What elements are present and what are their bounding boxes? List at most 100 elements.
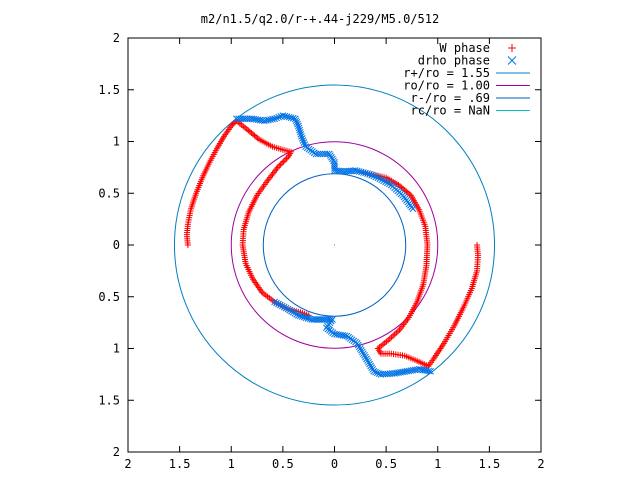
drho-phase-point [275,113,283,121]
w-phase-point [280,158,287,165]
drho-phase-point [275,300,282,308]
drho-phase-point [294,120,301,128]
y-tick-label: 1 [113,342,120,356]
drho-phase-point [298,313,306,320]
x-tick-label: 1 [434,457,441,471]
w-phase-point [229,121,236,128]
drho-phase-point [409,205,417,213]
drho-phase-point [298,132,305,140]
drho-phase-point [378,176,386,184]
chart-title: m2/n1.5/q2.0/r-+.44-j229/M5.0/512 [201,12,439,26]
w-phase-point [285,154,292,161]
drho-phase-point [366,171,373,178]
drho-phase-point [297,130,305,138]
drho-phase-point [291,115,299,123]
x-tick-label: 2 [537,457,544,471]
drho-phase-point [281,112,289,120]
drho-phase-point [323,150,331,158]
data-points-layer [183,112,482,378]
drho-phase-point [285,113,293,121]
drho-phase-point [284,305,292,313]
drho-phase-point [299,137,307,144]
reference-circle [230,141,439,349]
drho-phase-point [377,371,385,378]
drho-phase-point [362,169,369,177]
y-tick-label: 2 [113,445,120,459]
drho-phase-point [368,171,376,179]
drho-phase-point [296,128,304,136]
y-tick-label: 0.5 [98,186,120,200]
drho-phase-point [368,364,376,372]
legend-entry-label: ro/ro = 1.00 [403,79,490,93]
drho-phase-point [333,331,340,338]
drho-phase-point [280,303,288,311]
legend-marker [507,56,517,65]
x-tick-label: 2 [124,457,131,471]
drho-phase-point [351,167,359,174]
drho-phase-point [372,173,380,181]
drho-phase-point [355,168,363,175]
drho-phase-point [298,135,306,142]
drho-phase-point [369,366,377,373]
w-phase-point [282,156,289,163]
drho-phase-point [278,302,286,310]
drho-phase-point [295,122,302,130]
drho-phase-point [353,167,361,175]
drho-phase-point [293,118,301,126]
drho-phase-point [292,117,300,124]
drho-phase-point [296,312,304,320]
w-phase-point [279,159,286,166]
drho-phase-point [360,169,367,176]
drho-phase-point [282,304,290,312]
drho-phase-point [300,313,308,321]
drho-phase-point [382,178,389,186]
drho-phase-point [367,362,374,370]
y-tick-label: 2 [113,31,120,45]
drho-phase-point [287,114,295,122]
x-tick-label: 1 [228,457,235,471]
reference-circle [262,173,407,317]
x-tick-label: 0.5 [375,457,397,471]
y-tick-label: 1.5 [98,393,120,407]
legend-entry-label: drho phase [418,54,490,68]
drho-phase-point [370,367,378,375]
drho-phase-point [370,172,378,180]
drho-phase-point [300,139,308,146]
reference-circles-layer [173,84,496,406]
legend-entry-label: r-/ro = .69 [411,91,490,105]
x-tick-label: 1.5 [479,457,501,471]
x-tick-label: 0.5 [272,457,294,471]
drho-phase-point [375,370,383,377]
drho-phase-point [304,314,312,322]
drho-phase-point [271,115,278,123]
y-tick-label: 1.5 [98,83,120,97]
drho-phase-point [374,174,382,182]
w-phase-point [276,162,283,169]
drho-phase-point [269,115,276,123]
w-phase-point [277,161,284,168]
plot-frame [127,37,542,453]
drho-phase-point [279,112,287,119]
x-tick-label: 0 [331,457,338,471]
y-tick-label: 1 [113,135,120,149]
drho-phase-point [380,177,387,185]
w-phase-point [228,122,235,129]
w-phase-point [283,155,290,162]
drho-phase-point [386,180,393,188]
origin-marker [333,244,336,246]
y-tick-label: 0.5 [98,290,120,304]
axis-ticks-layer: 2 1.5 1 0.5 0 0.5 1 1.5 221.510.500.511.52 [98,31,544,471]
legend-entry-label: r+/ro = 1.55 [403,66,490,80]
drho-phase-point [283,113,291,121]
drho-phase-point [357,168,365,176]
drho-phase-point [273,114,281,122]
drho-phase-point [271,298,278,306]
legend-entry-label: W phase [439,41,490,55]
drho-phase-point [384,179,391,187]
drho-phase-point [373,369,381,377]
drho-phase-point [306,315,314,323]
x-tick-label: 1.5 [169,457,191,471]
drho-phase-point [364,170,371,177]
drho-phase-point [296,126,303,134]
